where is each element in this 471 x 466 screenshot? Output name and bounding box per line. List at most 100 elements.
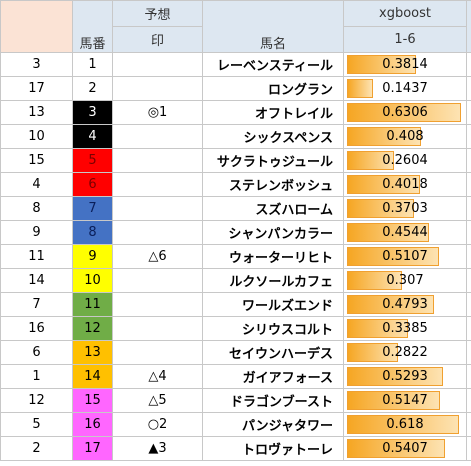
mark-cell xyxy=(112,148,203,173)
table-row: 7 11 ワールズエンド 0.4793 xyxy=(0,292,471,317)
data-bar xyxy=(347,127,421,146)
score-cell: 0.6306 xyxy=(343,100,467,125)
empty-cell xyxy=(466,76,471,101)
empty-cell xyxy=(466,52,471,77)
horse-number-cell: 6 xyxy=(72,172,113,197)
mark-cell xyxy=(112,292,203,317)
table-row: 8 7 スズハローム 0.3703 xyxy=(0,196,471,221)
table-row: 17 2 ロングラン 0.1437 xyxy=(0,76,471,101)
header-cell: 1-6 xyxy=(343,26,467,53)
empty-cell xyxy=(466,196,471,221)
empty-cell xyxy=(466,124,471,149)
header-cell xyxy=(0,0,73,53)
score-cell: 0.307 xyxy=(343,268,467,293)
score-value: 0.2822 xyxy=(382,345,428,360)
mark-cell xyxy=(112,340,203,365)
empty-cell xyxy=(466,364,471,389)
data-bar xyxy=(347,415,459,434)
horse-number-cell: 2 xyxy=(72,76,113,101)
table-row: 11 9 △6 ウォーターリヒト 0.5107 xyxy=(0,244,471,269)
table-body: 3 1 レーベンスティール 0.3814 17 2 ロングラン 0.1437 13 3 ◎1 オフトレ… xyxy=(0,52,471,461)
horse-number-cell: 11 xyxy=(72,292,113,317)
score-cell: 0.4793 xyxy=(343,292,467,317)
table-row: 13 3 ◎1 オフトレイル 0.6306 xyxy=(0,100,471,125)
horse-number-cell: 13 xyxy=(72,340,113,365)
horse-number-cell: 12 xyxy=(72,316,113,341)
score-cell: 0.4544 xyxy=(343,220,467,245)
empty-cell xyxy=(466,244,471,269)
mark-cell xyxy=(112,124,203,149)
table-row: 15 5 サクラトゥジュール 0.2604 xyxy=(0,148,471,173)
rank-cell: 9 xyxy=(0,220,73,245)
score-cell: 0.5407 xyxy=(343,436,467,461)
data-bar xyxy=(347,55,416,74)
mark-cell xyxy=(112,52,203,77)
rank-cell: 17 xyxy=(0,76,73,101)
rank-cell: 11 xyxy=(0,244,73,269)
horse-number-cell: 10 xyxy=(72,268,113,293)
table-row: 5 16 ○2 パンジャタワー 0.618 xyxy=(0,412,471,437)
data-bar xyxy=(347,319,409,338)
horse-name-cell: ガイアフォース xyxy=(202,364,344,389)
empty-cell xyxy=(466,292,471,317)
score-cell: 0.2822 xyxy=(343,340,467,365)
score-cell: 0.408 xyxy=(343,124,467,149)
data-bar xyxy=(347,271,403,290)
horse-number-cell: 17 xyxy=(72,436,113,461)
horse-number-cell: 8 xyxy=(72,220,113,245)
table-row: 4 6 ステレンボッシュ 0.4018 xyxy=(0,172,471,197)
rank-cell: 6 xyxy=(0,340,73,365)
header-row: 馬番 予想 馬名 xgboost xyxy=(0,0,471,53)
rank-cell: 14 xyxy=(0,268,73,293)
rank-cell: 8 xyxy=(0,196,73,221)
rank-cell: 1 xyxy=(0,364,73,389)
mark-cell: △6 xyxy=(112,244,203,269)
score-value: 0.4544 xyxy=(382,225,428,240)
empty-cell xyxy=(466,340,471,365)
score-cell: 0.5107 xyxy=(343,244,467,269)
rank-cell: 10 xyxy=(0,124,73,149)
empty-cell xyxy=(466,148,471,173)
score-cell: 0.2604 xyxy=(343,148,467,173)
mark-cell: ◎1 xyxy=(112,100,203,125)
mark-cell: △5 xyxy=(112,388,203,413)
horse-name-cell: シックスペンス xyxy=(202,124,344,149)
horse-number-cell: 15 xyxy=(72,388,113,413)
horse-name-cell: レーベンスティール xyxy=(202,52,344,77)
score-cell: 0.5293 xyxy=(343,364,467,389)
table-row: 2 17 ▲3 トロヴァトーレ 0.5407 xyxy=(0,436,471,461)
empty-cell xyxy=(466,172,471,197)
score-cell: 0.5147 xyxy=(343,388,467,413)
mark-cell xyxy=(112,76,203,101)
score-value: 0.408 xyxy=(386,129,424,144)
horse-number-cell: 14 xyxy=(72,364,113,389)
horse-name-cell: セイウンハーデス xyxy=(202,340,344,365)
rank-cell: 13 xyxy=(0,100,73,125)
data-bar xyxy=(347,367,443,386)
rank-cell: 2 xyxy=(0,436,73,461)
data-bar xyxy=(347,247,440,266)
empty-cell xyxy=(466,220,471,245)
header-cell: 予想 xyxy=(112,0,203,27)
mark-cell xyxy=(112,268,203,293)
mark-cell: ○2 xyxy=(112,412,203,437)
data-bar xyxy=(347,391,441,410)
empty-cell xyxy=(466,268,471,293)
table-row: 1 14 △4 ガイアフォース 0.5293 xyxy=(0,364,471,389)
mark-cell: △4 xyxy=(112,364,203,389)
score-value: 0.6306 xyxy=(382,105,428,120)
horse-number-cell: 9 xyxy=(72,244,113,269)
score-cell: 0.3703 xyxy=(343,196,467,221)
horse-name-cell: サクラトゥジュール xyxy=(202,148,344,173)
score-cell: 0.3814 xyxy=(343,52,467,77)
horse-number-cell: 3 xyxy=(72,100,113,125)
empty-cell xyxy=(466,412,471,437)
mark-cell xyxy=(112,316,203,341)
score-cell: 0.4018 xyxy=(343,172,467,197)
rank-cell: 16 xyxy=(0,316,73,341)
data-bar xyxy=(347,223,430,242)
horse-number-cell: 16 xyxy=(72,412,113,437)
horse-name-cell: ルクソールカフェ xyxy=(202,268,344,293)
horse-name-cell: スズハローム xyxy=(202,196,344,221)
